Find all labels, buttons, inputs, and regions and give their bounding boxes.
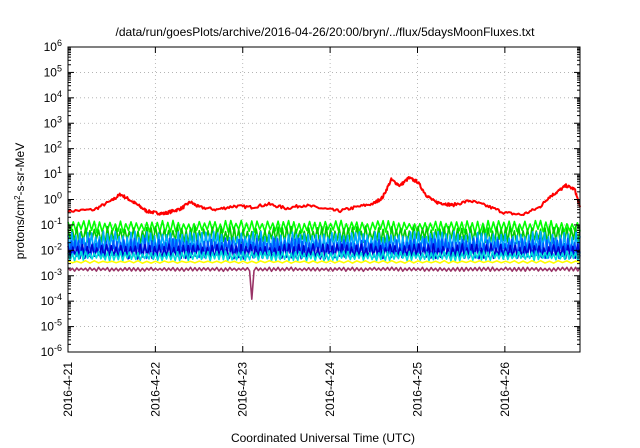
series-line-8: [67, 259, 581, 265]
x-axis-label: Coordinated Universal Time (UTC): [231, 431, 415, 445]
y-tick-label: 10-4: [41, 292, 62, 308]
series-line-7: [67, 250, 581, 262]
y-axis-label-superscript: 2: [13, 195, 22, 200]
y-axis-label-rest: -s-sr-MeV: [13, 143, 27, 196]
x-tick-label: 2016-4-21: [61, 362, 75, 417]
y-tick-exponent: -3: [54, 267, 62, 277]
y-tick-base: 10: [44, 116, 58, 130]
y-tick-label: 104: [44, 89, 62, 105]
y-tick-label: 100: [44, 191, 62, 207]
y-tick-exponent: 6: [57, 38, 62, 48]
x-tick-label: 2016-4-25: [410, 362, 424, 417]
y-tick-exponent: -4: [54, 292, 62, 302]
y-tick-base: 10: [44, 193, 58, 207]
y-tick-base: 10: [41, 294, 55, 308]
y-tick-exponent: 0: [57, 191, 62, 201]
y-tick-base: 10: [44, 167, 58, 181]
y-tick-base: 10: [41, 269, 55, 283]
y-tick-base: 10: [41, 345, 55, 359]
series-line-2: [67, 219, 581, 234]
series-line-6: [67, 243, 581, 260]
y-tick-base: 10: [44, 40, 58, 54]
ticks: 10610510410310210110010-110-210-310-410-…: [41, 38, 580, 417]
y-tick-label: 102: [44, 140, 62, 156]
y-tick-label: 10-6: [41, 343, 62, 359]
y-tick-label: 103: [44, 114, 62, 130]
y-tick-label: 106: [44, 38, 62, 54]
y-tick-base: 10: [41, 218, 55, 232]
y-tick-exponent: -2: [54, 241, 62, 251]
y-axis-label: protons/cm2-s-sr-MeV: [13, 143, 28, 259]
x-tick-label: 2016-4-23: [236, 362, 250, 417]
y-tick-exponent: 1: [57, 165, 62, 175]
y-tick-label: 101: [44, 165, 62, 181]
series-line-1: [67, 176, 581, 216]
y-tick-base: 10: [41, 320, 55, 334]
y-tick-exponent: 4: [57, 89, 62, 99]
y-tick-base: 10: [44, 91, 58, 105]
y-tick-base: 10: [44, 142, 58, 156]
y-axis-label-main: protons/cm: [13, 200, 27, 259]
x-tick-label: 2016-4-24: [323, 362, 337, 417]
series-layer: [67, 176, 581, 301]
chart-title: /data/run/goesPlots/archive/2016-04-26/2…: [116, 25, 536, 39]
y-tick-label: 10-3: [41, 267, 62, 283]
y-tick-label: 10-1: [41, 216, 62, 232]
x-tick-label: 2016-4-22: [148, 362, 162, 417]
y-tick-exponent: -6: [54, 343, 62, 353]
y-tick-exponent: 5: [57, 63, 62, 73]
x-tick-label: 2016-4-26: [498, 362, 512, 417]
y-tick-exponent: 3: [57, 114, 62, 124]
series-line-9: [67, 266, 581, 301]
y-tick-exponent: -1: [54, 216, 62, 226]
y-tick-base: 10: [41, 243, 55, 257]
y-tick-label: 10-2: [41, 241, 62, 257]
y-tick-exponent: 2: [57, 140, 62, 150]
y-tick-label: 105: [44, 63, 62, 79]
y-tick-exponent: -5: [54, 318, 62, 328]
grid: [68, 47, 580, 352]
y-tick-label: 10-5: [41, 318, 62, 334]
y-tick-base: 10: [44, 65, 58, 79]
